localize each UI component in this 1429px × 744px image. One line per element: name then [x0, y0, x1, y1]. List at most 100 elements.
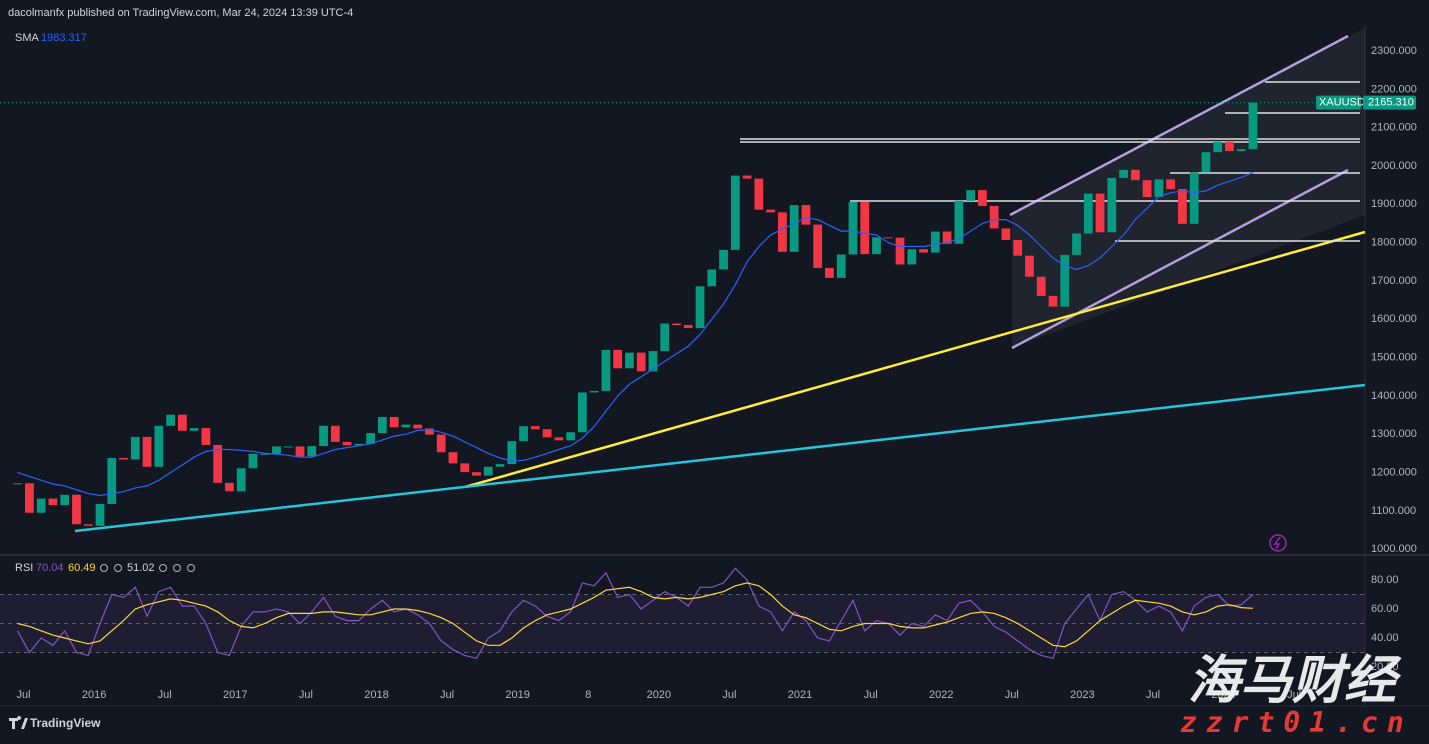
- candle: [589, 390, 599, 393]
- candle: [377, 416, 387, 434]
- candle: [166, 414, 175, 426]
- candle: [401, 424, 411, 428]
- candle: [1025, 255, 1034, 277]
- sma-legend-name: SMA: [15, 32, 40, 44]
- candle: [577, 392, 587, 433]
- candle: [295, 446, 305, 457]
- candle: [778, 212, 787, 252]
- candle: [883, 237, 893, 239]
- candle: [1189, 172, 1199, 224]
- candle: [472, 472, 481, 476]
- y-tick-label: 1400.000: [1371, 390, 1417, 402]
- rsi-line: [17, 567, 1254, 660]
- candle: [1178, 188, 1187, 224]
- candle: [1083, 193, 1093, 234]
- candle: [966, 190, 976, 201]
- candle: [1236, 149, 1246, 152]
- candle: [789, 205, 799, 252]
- candle: [330, 425, 340, 442]
- last-price-label: 2165.310: [1368, 97, 1414, 109]
- x-tick-label: Jul: [158, 689, 172, 701]
- candle: [519, 426, 528, 442]
- candle: [307, 446, 317, 457]
- y-tick-label: 2300.000: [1371, 45, 1417, 57]
- candle: [813, 224, 823, 268]
- lightning-icon[interactable]: [1269, 534, 1287, 552]
- candle: [95, 503, 105, 526]
- y-tick-label: 1500.000: [1371, 351, 1417, 363]
- candle: [1248, 102, 1258, 150]
- candle: [1060, 254, 1070, 307]
- candle: [554, 437, 564, 441]
- candle: [625, 352, 634, 369]
- candle: [719, 249, 728, 270]
- candle: [1201, 152, 1211, 173]
- y-tick-label: 1600.000: [1371, 313, 1417, 325]
- candle: [978, 190, 987, 206]
- footer-brand: TradingView: [30, 716, 101, 730]
- candle: [13, 483, 23, 485]
- x-tick-label: 2018: [364, 689, 388, 701]
- channel-lower: [1011, 168, 1349, 350]
- x-tick-label: Jul: [440, 689, 454, 701]
- candle: [1036, 276, 1046, 296]
- candle: [36, 498, 46, 513]
- candle: [260, 453, 270, 455]
- x-tick-label: 2024: [1211, 689, 1235, 701]
- candle: [601, 349, 611, 391]
- y-tick-label: 80.00: [1371, 574, 1399, 586]
- candle: [283, 446, 293, 448]
- channel-fill: [1012, 28, 1365, 348]
- candle: [1130, 169, 1140, 181]
- y-tick-label: 1900.000: [1371, 198, 1417, 210]
- symbol-label: XAUUSD: [1319, 97, 1365, 109]
- candle: [483, 466, 493, 476]
- candle: [742, 175, 752, 179]
- candle: [507, 441, 517, 465]
- candle: [1225, 141, 1234, 152]
- candle: [836, 254, 846, 278]
- x-tick-label: 2020: [647, 689, 671, 701]
- na-icon: [100, 564, 108, 572]
- x-tick-label: 2023: [1070, 689, 1094, 701]
- candle: [636, 352, 646, 372]
- candle: [754, 178, 764, 210]
- candle: [354, 443, 364, 446]
- y-tick-label: 2100.000: [1371, 122, 1417, 134]
- candle: [1142, 180, 1152, 198]
- channel-upper: [1009, 34, 1349, 217]
- x-tick-label: 2021: [788, 689, 812, 701]
- y-tick-label: 40.00: [1371, 632, 1399, 644]
- lightning-bolt: [1273, 536, 1281, 550]
- x-tick-label: 2022: [929, 689, 953, 701]
- x-tick-label: Jul: [1287, 689, 1301, 701]
- candle: [989, 205, 999, 229]
- candle: [154, 425, 164, 467]
- y-tick-label: 1700.000: [1371, 275, 1417, 287]
- candle: [1013, 239, 1023, 256]
- published-line: dacolmanfx published on TradingView.com,…: [8, 7, 353, 19]
- rsi-ma-line: [17, 582, 1254, 648]
- trendline-yellow: [464, 230, 1366, 489]
- candle: [389, 416, 399, 428]
- x-tick-label: 2017: [223, 689, 247, 701]
- candle: [530, 426, 540, 430]
- sma-line: [17, 171, 1254, 497]
- candle: [72, 494, 81, 525]
- y-tick-label: 2000.000: [1371, 160, 1417, 172]
- y-tick-label: 1000.000: [1371, 543, 1417, 555]
- rsi-extra-value: 51.02: [127, 562, 155, 574]
- candle: [1107, 177, 1117, 233]
- candle: [248, 453, 258, 469]
- y-tick-label: 2200.000: [1371, 83, 1417, 95]
- candle: [272, 446, 281, 454]
- candle: [413, 424, 423, 429]
- candle: [25, 483, 34, 513]
- candle: [130, 436, 140, 460]
- x-tick-label: Jul: [722, 689, 736, 701]
- trendline-cyan: [74, 383, 1366, 533]
- candle: [872, 237, 881, 255]
- candle: [695, 286, 705, 329]
- candle: [919, 249, 928, 253]
